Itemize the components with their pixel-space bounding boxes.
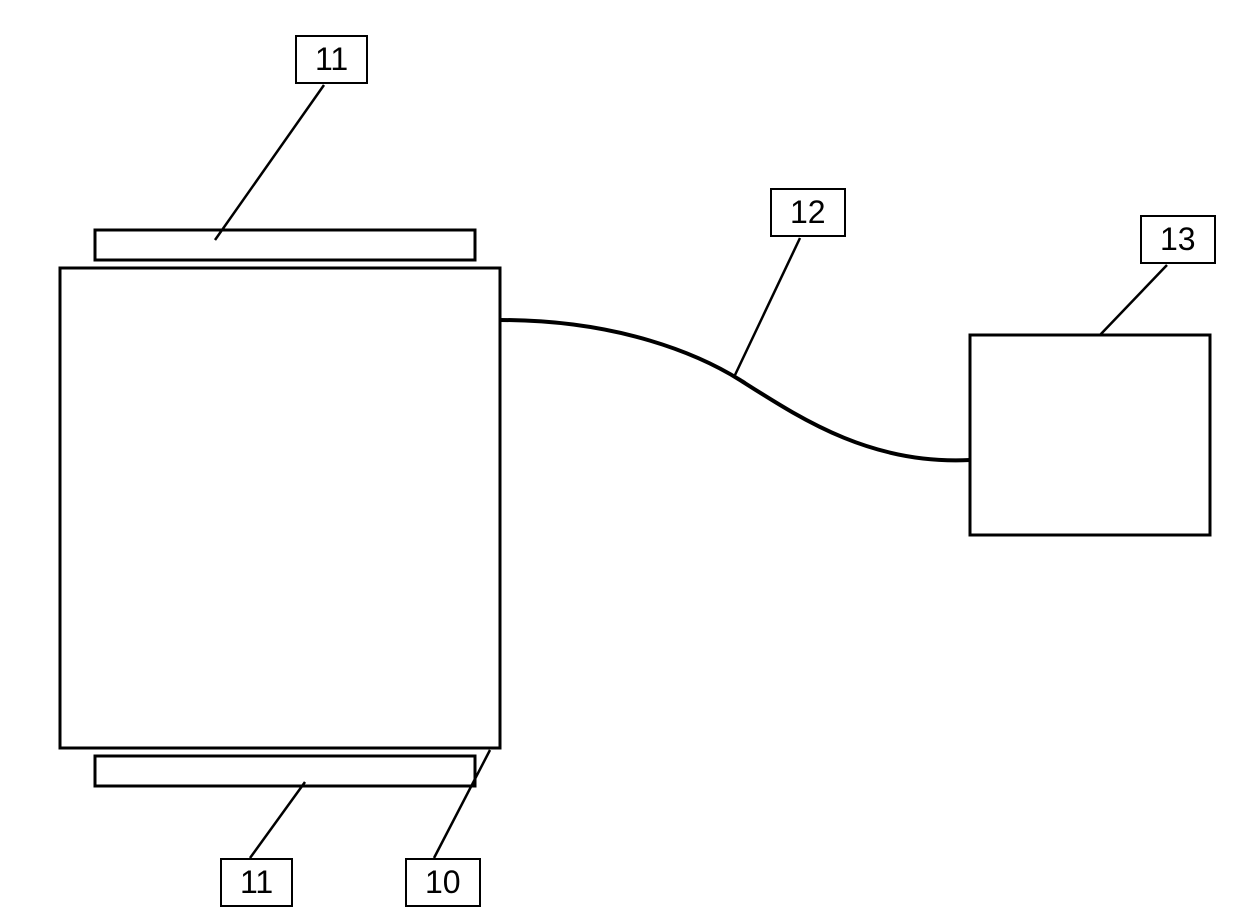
leader-11-bot [250, 782, 305, 858]
diagram-svg [0, 0, 1239, 917]
label-10: 10 [405, 858, 481, 907]
label-13: 13 [1140, 215, 1216, 264]
leader-13 [1100, 265, 1167, 335]
main-block [60, 268, 500, 748]
bottom-strip [95, 756, 475, 786]
leader-12 [735, 238, 800, 375]
leader-10 [434, 750, 490, 858]
top-strip [95, 230, 475, 260]
right-block [970, 335, 1210, 535]
leader-11-top [215, 85, 324, 240]
label-11-top: 11 [295, 35, 368, 84]
label-12: 12 [770, 188, 846, 237]
label-11-bot: 11 [220, 858, 293, 907]
wire [500, 320, 970, 460]
